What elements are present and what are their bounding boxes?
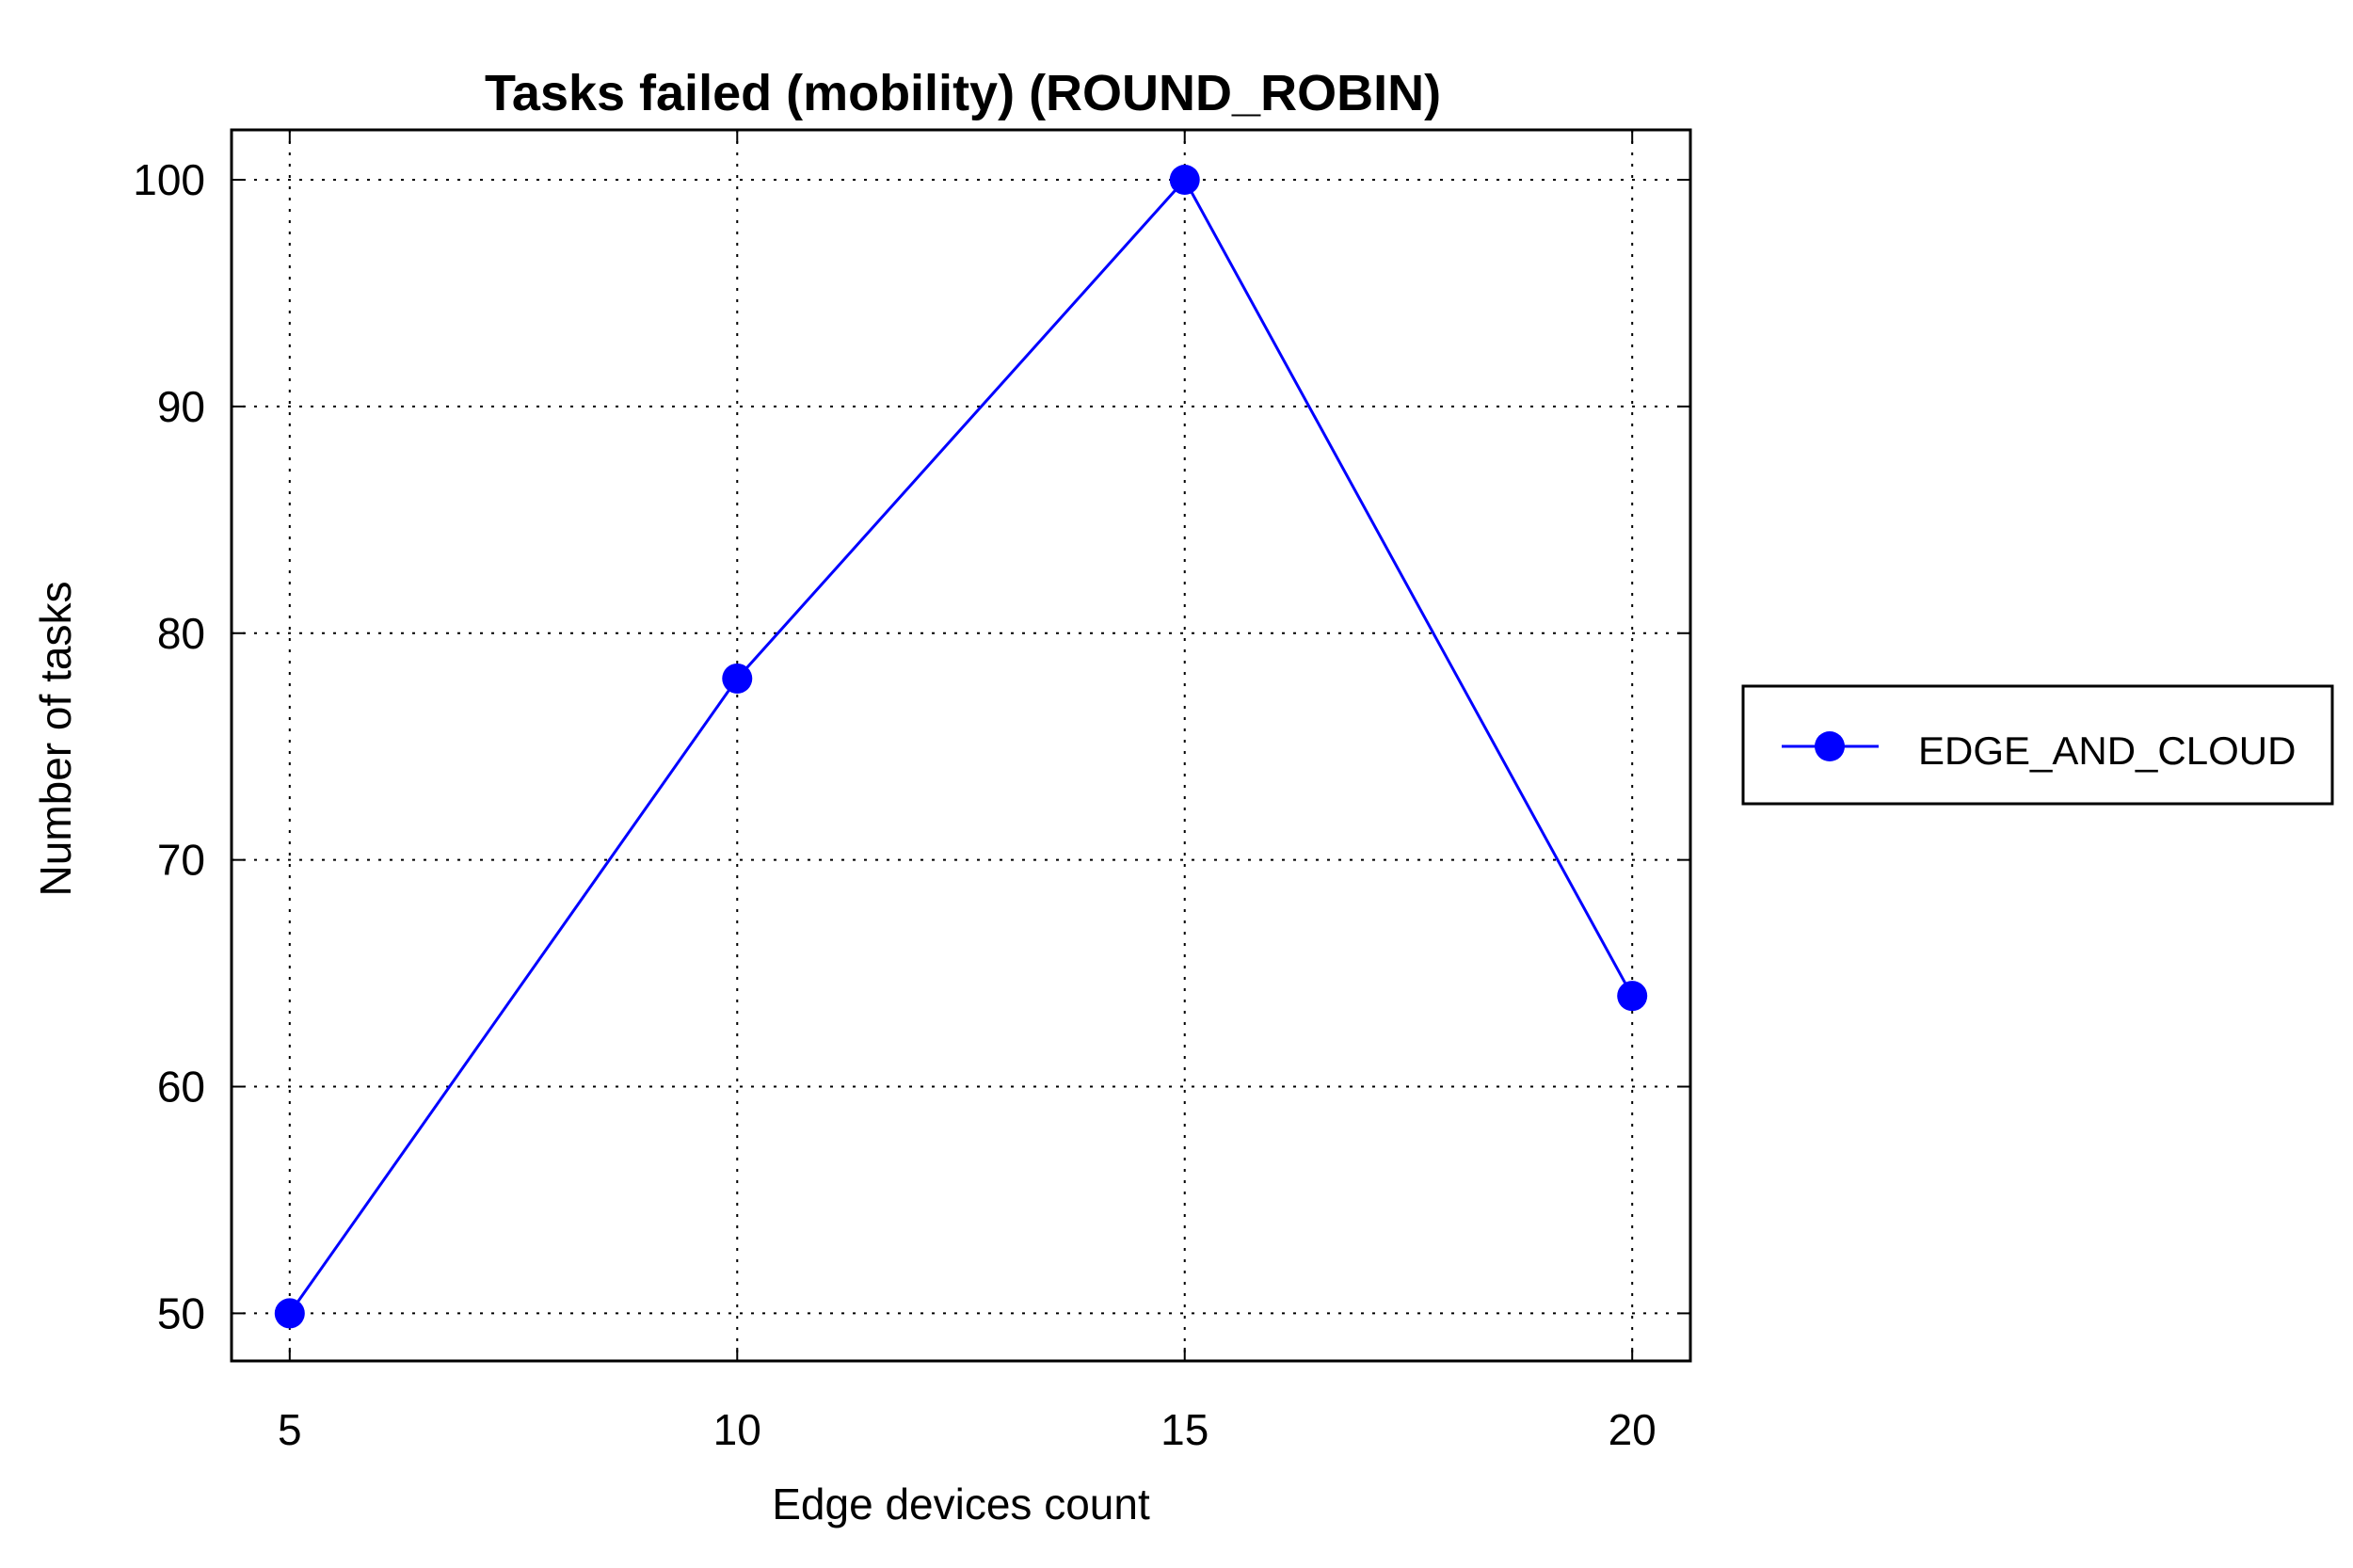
data-point xyxy=(274,1298,305,1329)
legend-marker xyxy=(1815,731,1845,761)
legend-label: EDGE_AND_CLOUD xyxy=(1918,728,2296,773)
x-tick-label: 10 xyxy=(713,1405,761,1454)
x-tick-labels: 5 10 15 20 xyxy=(278,1405,1657,1454)
grid xyxy=(232,130,1690,1361)
x-tick-label: 20 xyxy=(1609,1405,1657,1454)
y-tick-label: 80 xyxy=(157,609,205,658)
x-tick-label: 15 xyxy=(1160,1405,1209,1454)
data-point xyxy=(1169,164,1200,195)
axis-ticks xyxy=(232,130,1690,1361)
x-axis-label: Edge devices count xyxy=(772,1480,1150,1528)
y-tick-labels: 50 60 70 80 90 100 xyxy=(133,155,205,1337)
chart-title: Tasks failed (mobility) (ROUND_ROBIN) xyxy=(485,65,1441,121)
series-line xyxy=(288,177,1634,1315)
y-tick-label: 50 xyxy=(157,1288,205,1337)
plot-frame xyxy=(230,128,1692,1363)
y-tick-label: 60 xyxy=(157,1063,205,1112)
x-tick-label: 5 xyxy=(278,1405,302,1454)
legend: EDGE_AND_CLOUD xyxy=(1741,684,2334,806)
y-axis-label: Number of tasks xyxy=(31,582,80,897)
y-tick-label: 100 xyxy=(133,155,205,204)
y-tick-label: 90 xyxy=(157,382,205,431)
data-point xyxy=(722,663,753,694)
data-point xyxy=(1617,981,1648,1012)
series-group xyxy=(274,164,1648,1329)
y-tick-label: 70 xyxy=(157,836,205,885)
